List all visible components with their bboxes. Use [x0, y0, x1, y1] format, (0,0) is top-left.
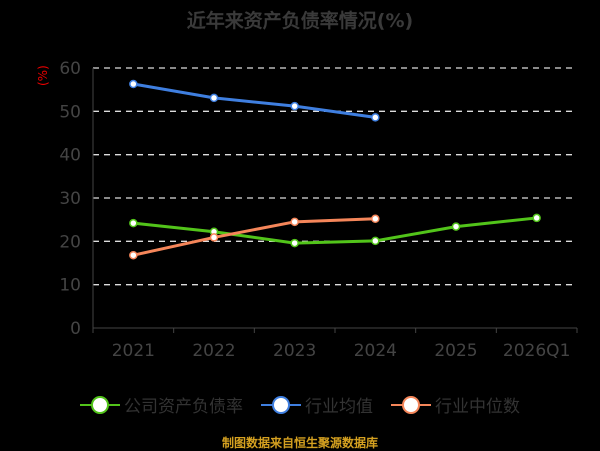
x-tick-label: 2023 — [273, 341, 316, 361]
x-tick-label: 2026Q1 — [503, 341, 570, 361]
data-point — [129, 218, 138, 228]
chart-title: 近年来资产负债率情况(%) — [186, 10, 414, 32]
legend-item[interactable]: 行业中位数 — [391, 392, 520, 417]
y-tick-label: 20 — [59, 232, 81, 252]
legend-marker-icon — [261, 395, 301, 414]
series-line — [133, 217, 376, 257]
y-tick-label: 50 — [59, 102, 81, 122]
data-point — [129, 79, 138, 89]
series-line — [133, 82, 376, 119]
x-tick-label: 2025 — [434, 341, 477, 361]
legend-label: 公司资产负债率 — [124, 397, 243, 417]
legend: 公司资产负债率 行业均值 行业中位数 — [0, 392, 600, 417]
data-point — [532, 213, 541, 223]
x-tick-label: 2024 — [354, 341, 397, 361]
legend-marker-icon — [80, 395, 120, 414]
legend-marker-icon — [391, 395, 431, 414]
legend-label: 行业中位数 — [435, 397, 520, 417]
legend-label: 行业均值 — [305, 397, 373, 417]
legend-item[interactable]: 行业均值 — [261, 392, 373, 417]
y-tick-label: 60 — [59, 59, 81, 79]
series-line — [133, 216, 537, 245]
legend-item[interactable]: 公司资产负债率 — [80, 392, 243, 417]
data-point — [371, 214, 380, 224]
data-point — [290, 217, 299, 227]
x-tick-label: 2021 — [112, 341, 155, 361]
y-tick-label: 0 — [70, 319, 81, 339]
data-point — [209, 93, 219, 103]
y-tick-label: 10 — [59, 276, 81, 296]
data-point — [290, 101, 299, 111]
data-point — [209, 233, 219, 242]
source-note: 制图数据来自恒生聚源数据库 — [221, 436, 378, 450]
y-tick-label: 40 — [59, 146, 81, 166]
x-tick-label: 2022 — [192, 341, 235, 361]
data-point — [371, 113, 380, 122]
data-point — [451, 222, 461, 231]
data-point — [290, 238, 299, 248]
y-tick-label: 30 — [59, 189, 81, 209]
data-point — [371, 236, 380, 246]
data-point — [129, 250, 138, 260]
